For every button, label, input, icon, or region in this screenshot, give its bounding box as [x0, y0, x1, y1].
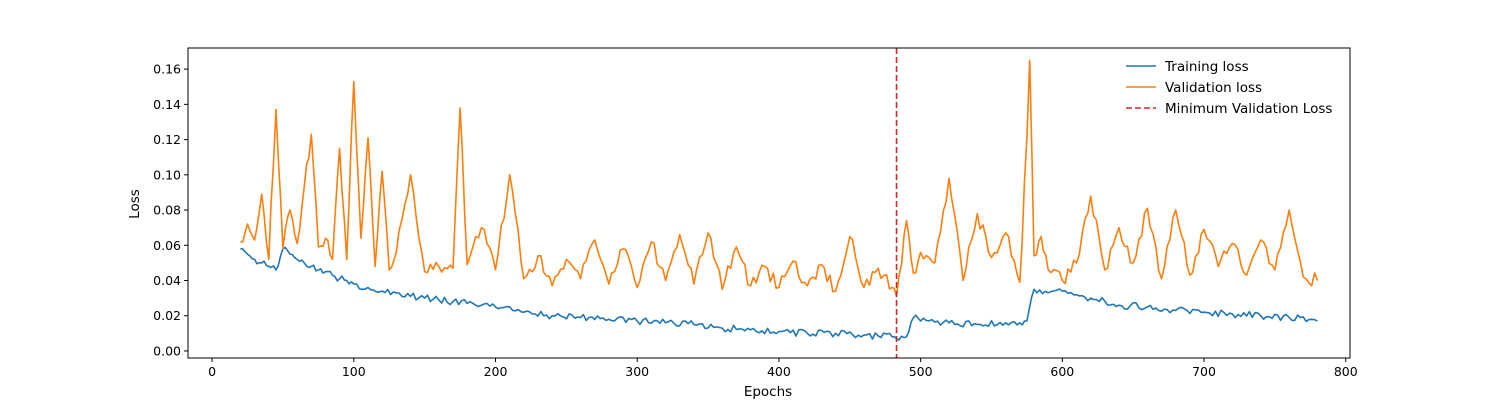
series-line-validation-loss: [240, 59, 1319, 298]
legend-label-minimum-validation-loss: Minimum Validation Loss: [1165, 101, 1332, 117]
y-tick-label: 0.06: [153, 238, 181, 253]
x-tick-label: 700: [1192, 364, 1216, 379]
x-tick-label: 200: [484, 364, 508, 379]
plot-area: [187, 47, 1351, 359]
y-tick-label: 0.04: [153, 273, 181, 288]
x-axis-label: Epochs: [744, 384, 792, 400]
legend-label-validation-loss: Validation loss: [1165, 80, 1262, 96]
x-axis: 0 100 200 300 400 500 600 700 800: [208, 358, 1358, 379]
y-axis-label: Loss: [127, 189, 143, 219]
y-tick-label: 0.12: [153, 132, 181, 147]
y-tick-label: 0.02: [153, 308, 181, 323]
x-tick-label: 800: [1334, 364, 1358, 379]
series-line-training-loss: [240, 246, 1318, 341]
plot-frame: [187, 47, 1351, 359]
legend: Training loss Validation loss Minimum Vali…: [1126, 59, 1332, 117]
legend-label-training-loss: Training loss: [1164, 59, 1249, 75]
y-tick-label: 0.16: [153, 62, 181, 77]
y-axis: 0.00 0.02 0.04 0.06 0.08 0.10 0.12 0.14 0.16: [153, 62, 188, 358]
y-tick-label: 0.10: [153, 167, 181, 182]
x-tick-label: 0: [208, 364, 216, 379]
x-tick-label: 500: [909, 364, 933, 379]
x-tick-label: 600: [1050, 364, 1074, 379]
y-tick-label: 0.00: [153, 343, 181, 358]
x-tick-label: 100: [342, 364, 366, 379]
y-tick-label: 0.14: [153, 97, 181, 112]
x-tick-label: 400: [767, 364, 791, 379]
x-tick-label: 300: [625, 364, 649, 379]
y-tick-label: 0.08: [153, 203, 181, 218]
